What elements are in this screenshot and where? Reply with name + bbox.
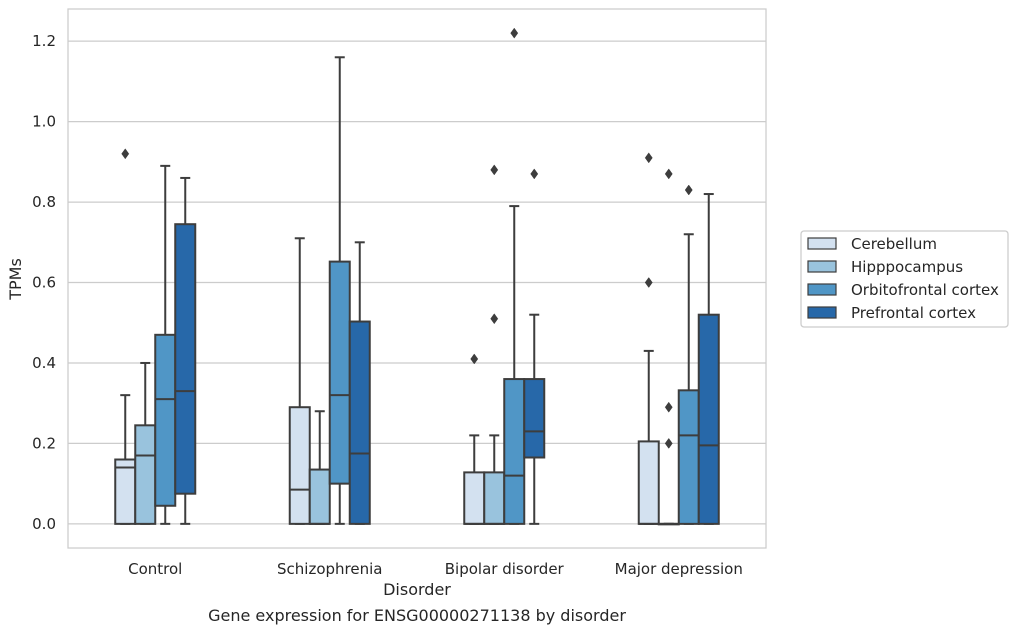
legend: Cerebellum Hipppocampus Orbitofrontal cort… — [800, 230, 1009, 328]
box-hipppocampus — [483, 164, 506, 525]
box-cerebellum — [114, 148, 137, 525]
box-orbitofrontal-cortex — [328, 56, 351, 525]
outlier-point — [121, 148, 130, 160]
legend-swatch — [807, 306, 837, 319]
legend-swatch — [807, 283, 837, 296]
box-prefrontal-cortex — [348, 241, 371, 525]
box-body — [154, 333, 177, 507]
x-tick-label: Bipolar disorder — [445, 560, 565, 578]
box-body — [677, 389, 700, 525]
box-groups — [114, 27, 720, 526]
legend-label: Cerebellum — [851, 235, 937, 253]
outlier-point — [490, 164, 499, 176]
legend-swatch — [807, 237, 837, 250]
legend-label: Hipppocampus — [851, 258, 963, 276]
outlier-point — [644, 152, 653, 164]
box-prefrontal-cortex — [697, 193, 720, 525]
y-tick-label: 0.0 — [32, 515, 56, 533]
outlier-point — [490, 313, 499, 325]
outlier-point — [684, 184, 693, 196]
y-tick-labels: 0.0 0.2 0.4 0.6 0.8 1.0 1.2 — [32, 32, 56, 533]
box-body — [503, 378, 526, 525]
box-prefrontal-cortex — [174, 176, 197, 525]
outlier-point — [510, 27, 519, 39]
x-axis-label: Disorder — [383, 580, 451, 599]
y-tick-label: 0.4 — [32, 354, 56, 372]
legend-label: Prefrontal cortex — [851, 304, 976, 322]
box-body — [483, 471, 506, 525]
box-body — [288, 406, 311, 525]
box-body — [308, 468, 331, 525]
box-body — [637, 440, 660, 525]
outlier-point — [664, 437, 673, 449]
box-body — [697, 313, 720, 525]
box-body — [134, 424, 157, 525]
box-body — [348, 320, 371, 525]
legend-label: Orbitofrontal cortex — [851, 281, 999, 299]
y-tick-label: 0.8 — [32, 193, 56, 211]
x-tick-label: Schizophrenia — [277, 560, 382, 578]
box-prefrontal-cortex — [523, 168, 546, 525]
box-hipppocampus — [308, 410, 331, 525]
x-tick-labels: Control Schizophrenia Bipolar disorder Majo… — [128, 560, 743, 578]
box-body — [174, 223, 197, 495]
plot-frame — [67, 8, 767, 549]
box-body — [114, 458, 137, 525]
legend-swatch — [807, 260, 837, 273]
outlier-point — [530, 168, 539, 180]
x-tick-label: Control — [128, 560, 182, 578]
outlier-point — [470, 353, 479, 365]
y-tick-label: 1.0 — [32, 113, 56, 131]
y-tick-label: 1.2 — [32, 32, 56, 50]
y-tick-label: 0.6 — [32, 274, 56, 292]
box-cerebellum — [288, 237, 311, 525]
chart-caption: Gene expression for ENSG00000271138 by d… — [208, 606, 626, 625]
box-cerebellum — [463, 353, 486, 525]
y-tick-label: 0.2 — [32, 434, 56, 452]
box-body — [523, 378, 546, 459]
legend-frame — [800, 230, 1009, 328]
box-orbitofrontal-cortex — [154, 164, 177, 525]
box-cerebellum — [637, 152, 660, 525]
y-axis-label: TPMs — [6, 258, 25, 301]
x-tick-label: Major depression — [615, 560, 743, 578]
outlier-point — [664, 401, 673, 413]
outlier-point — [644, 277, 653, 288]
outlier-point — [664, 168, 673, 180]
box-body — [328, 260, 351, 485]
box-body — [463, 471, 486, 525]
